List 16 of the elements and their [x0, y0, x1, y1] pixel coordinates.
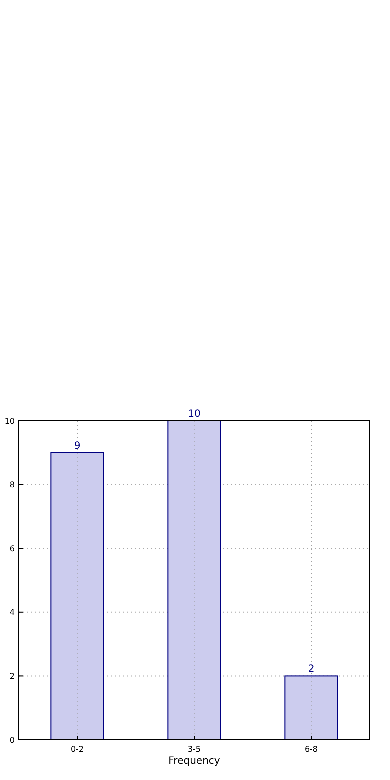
x-axis-title: Frequency: [168, 756, 220, 767]
y-tick-label: 2: [10, 672, 15, 681]
y-tick-label: 4: [10, 608, 15, 618]
bar: [284, 676, 338, 740]
x-tick-label: 6-8: [304, 745, 318, 754]
y-tick-label: 6: [10, 544, 15, 554]
data-label: 2: [308, 664, 315, 676]
y-tick-label: 10: [4, 416, 15, 426]
y-tick-label: 8: [10, 480, 15, 490]
bar: [50, 452, 104, 740]
x-tick-label: 3-5: [188, 745, 202, 754]
data-label: 9: [74, 440, 81, 452]
bar: [168, 420, 222, 740]
x-tick-label: 0-2: [70, 745, 84, 754]
y-tick-label: 0: [10, 736, 15, 745]
data-label: 10: [188, 409, 201, 420]
